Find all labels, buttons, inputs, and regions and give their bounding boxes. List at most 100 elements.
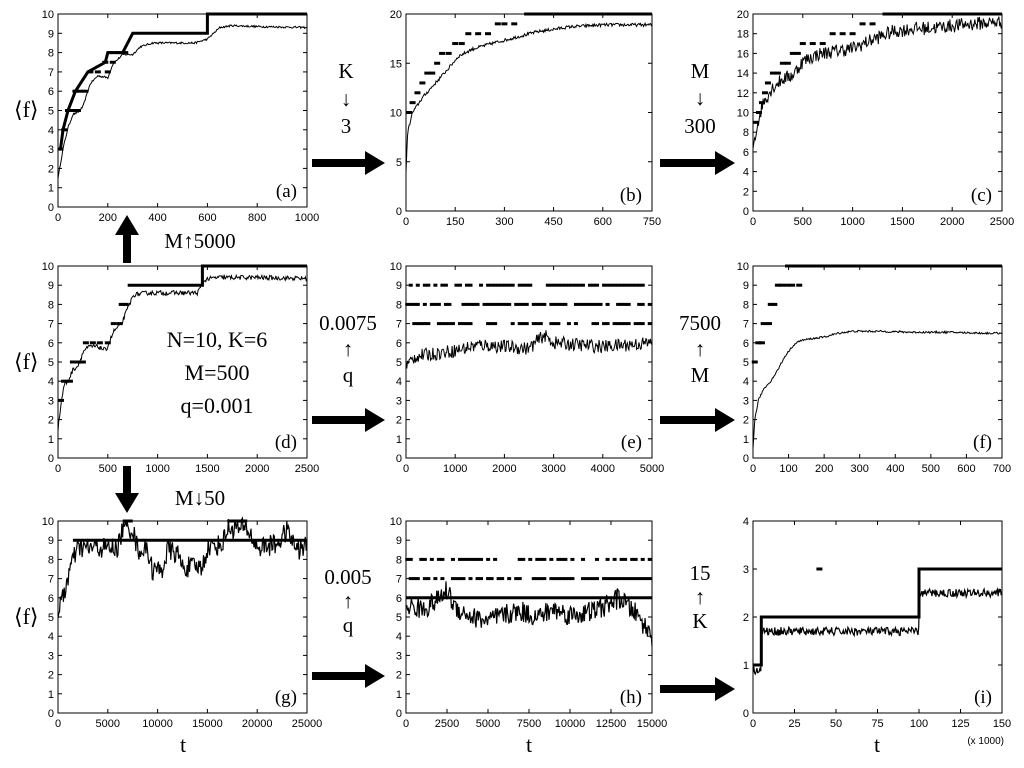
panel-label-c: (c) xyxy=(971,185,992,206)
x-tick-label: 100 xyxy=(910,718,928,730)
x-tick-label: 1000 xyxy=(840,216,864,228)
best-fitness-dot xyxy=(839,32,846,36)
best-fitness-dot xyxy=(609,283,614,287)
best-fitness-dot xyxy=(511,22,518,26)
best-fitness-dot xyxy=(602,283,607,287)
best-fitness-dot xyxy=(549,557,554,561)
y-tick-label: 8 xyxy=(743,127,749,139)
best-fitness-dot xyxy=(450,577,455,581)
x-tick-label: 4000 xyxy=(591,463,615,475)
y-tick-label: 6 xyxy=(48,593,54,605)
best-fitness-dot xyxy=(619,322,624,326)
best-fitness-dot xyxy=(426,283,431,287)
best-fitness-dot xyxy=(408,283,413,287)
transition-label-a-b: ↓ xyxy=(341,87,352,111)
best-fitness-dot xyxy=(616,577,621,581)
panel-label-i: (i) xyxy=(974,687,992,708)
best-fitness-dot xyxy=(783,283,790,287)
y-tick-label: 8 xyxy=(48,554,54,566)
y-tick-label: 5 xyxy=(396,357,402,369)
best-fitness-dot xyxy=(422,322,427,326)
y-tick-label: 0 xyxy=(48,708,54,720)
best-fitness-dot xyxy=(535,322,540,326)
best-fitness-dot xyxy=(630,283,635,287)
best-fitness-dot xyxy=(486,577,491,581)
transition-label-g-h: q xyxy=(343,613,354,637)
y-tick-label: 18 xyxy=(737,29,749,41)
best-fitness-dot xyxy=(503,283,508,287)
y-tick-label: 2 xyxy=(396,415,402,427)
best-fitness-dot xyxy=(419,557,424,561)
transition-label-d-e: 0.0075 xyxy=(319,311,377,335)
x-tick-label: 500 xyxy=(99,463,117,475)
best-fitness-dot xyxy=(82,341,89,345)
y-tick-label: 2 xyxy=(396,670,402,682)
y-tick-label: 3 xyxy=(48,650,54,662)
best-fitness-dot xyxy=(549,322,554,326)
best-fitness-line xyxy=(59,12,307,150)
best-fitness-dot xyxy=(609,577,614,581)
parameter-text: N=10, K=6 xyxy=(167,327,268,352)
best-fitness-dot xyxy=(429,557,434,561)
best-fitness-dot xyxy=(489,302,494,306)
transition-arrow xyxy=(660,151,735,175)
best-fitness-dot xyxy=(429,302,434,306)
best-fitness-dot xyxy=(573,302,578,306)
best-fitness-dot xyxy=(556,557,561,561)
best-fitness-dot xyxy=(493,557,498,561)
best-fitness-dot xyxy=(524,283,529,287)
best-fitness-dot xyxy=(434,61,441,65)
best-fitness-dot xyxy=(500,283,505,287)
best-fitness-dot xyxy=(472,557,477,561)
best-fitness-dot xyxy=(458,42,465,46)
best-fitness-dot xyxy=(778,283,785,287)
best-fitness-dot xyxy=(468,302,473,306)
best-fitness-dot xyxy=(118,302,125,306)
best-fitness-dot xyxy=(630,577,635,581)
y-tick-label: 3 xyxy=(743,564,749,576)
x-tick-label: 2500 xyxy=(990,216,1014,228)
y-tick-label: 1 xyxy=(48,183,54,195)
y-tick-label: 2 xyxy=(48,415,54,427)
best-fitness-dot xyxy=(465,322,469,326)
y-tick-label: 10 xyxy=(42,516,54,528)
y-tick-label: 6 xyxy=(48,338,54,350)
best-fitness-dot xyxy=(794,51,801,55)
x-tick-label: 400 xyxy=(148,212,166,224)
y-tick-label: 3 xyxy=(396,650,402,662)
best-fitness-dot xyxy=(475,302,480,306)
best-fitness-dot xyxy=(612,283,617,287)
best-fitness-dot xyxy=(580,302,585,306)
best-fitness-dot xyxy=(764,81,771,85)
y-tick-label: 16 xyxy=(737,48,749,60)
best-fitness-dot xyxy=(556,302,561,306)
best-fitness-dot xyxy=(633,577,638,581)
best-fitness-dot xyxy=(79,360,86,364)
x-tick-label: 50 xyxy=(830,718,842,730)
transition-label-e-f: 7500 xyxy=(679,311,721,335)
x-tick-label: 500 xyxy=(794,216,812,228)
best-fitness-dot xyxy=(465,302,469,306)
y-tick-label: 0 xyxy=(743,206,749,218)
x-tick-label: 600 xyxy=(198,212,216,224)
y-tick-label: 0 xyxy=(396,206,402,218)
best-fitness-dot xyxy=(538,302,543,306)
best-fitness-dot xyxy=(475,32,482,36)
y-tick-label: 7 xyxy=(396,319,402,331)
panel-c: 0 2 4 6 8 10 12 14 16 18 20 0 500 1000 1500 2000 2500 (c) xyxy=(737,9,1014,228)
best-fitness-dot xyxy=(450,557,455,561)
best-fitness-dot xyxy=(577,283,582,287)
best-fitness-dot xyxy=(468,577,473,581)
y-tick-label: 12 xyxy=(737,88,749,100)
best-fitness-dot xyxy=(507,302,512,306)
transition-label-a-b: 3 xyxy=(341,114,352,138)
best-fitness-dot xyxy=(493,322,498,326)
best-fitness-dot xyxy=(454,283,459,287)
best-fitness-dot xyxy=(412,322,417,326)
x-tick-label: 700 xyxy=(993,463,1011,475)
plot-frame xyxy=(752,265,1003,459)
y-tick-label: 4 xyxy=(743,516,749,528)
best-fitness-dot xyxy=(468,283,473,287)
best-fitness-dot xyxy=(461,302,466,306)
best-fitness-dot xyxy=(408,302,413,306)
